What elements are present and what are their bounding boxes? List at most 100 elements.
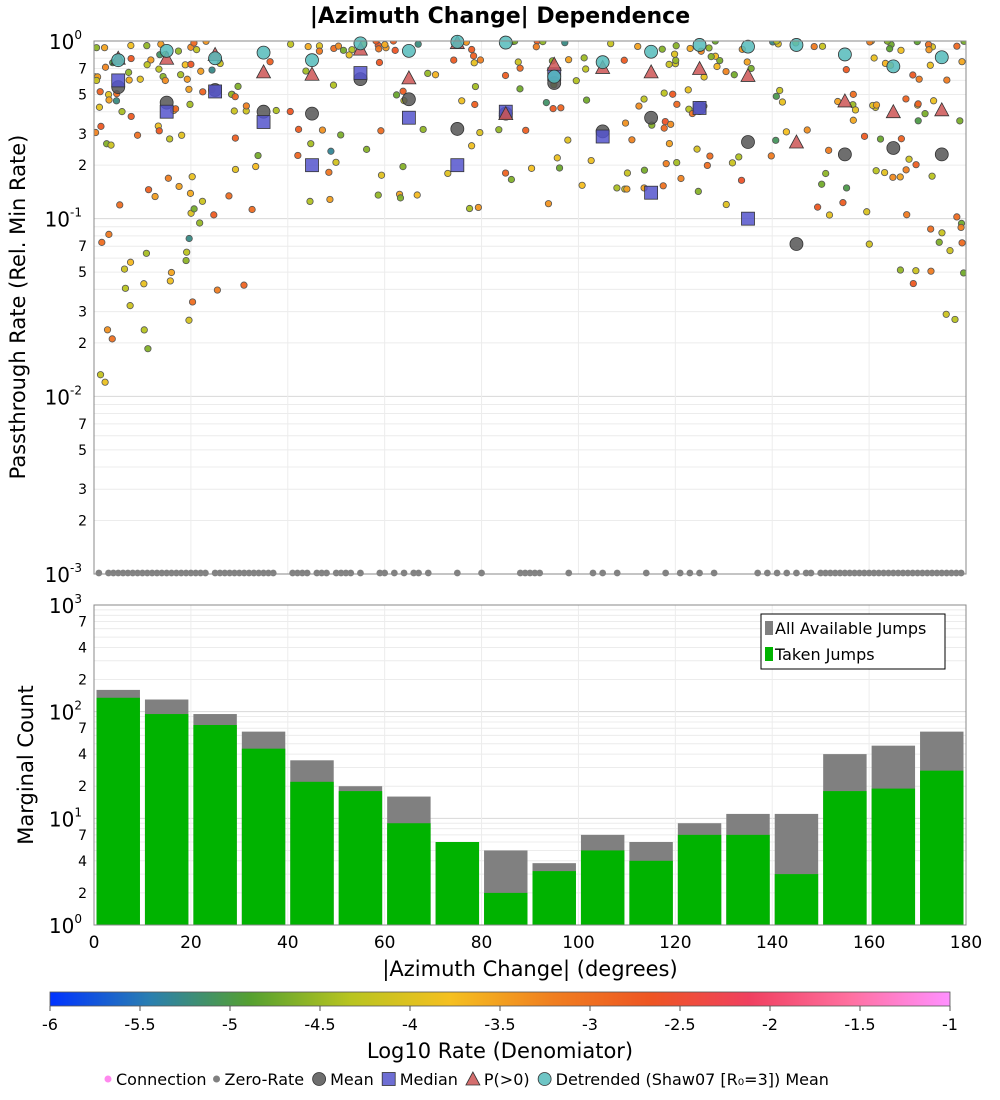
connection-point — [822, 169, 830, 178]
zero-rate-point — [192, 569, 200, 577]
top-plot-area — [94, 41, 966, 574]
connection-point — [468, 142, 476, 150]
colorbar-tick-label: -5 — [222, 1015, 238, 1034]
connection-point — [707, 53, 715, 61]
connection-point — [501, 169, 510, 177]
bar-taken — [338, 791, 383, 925]
connection-point — [142, 249, 151, 257]
colorbar-tick-label: -4 — [402, 1015, 418, 1034]
x-tick-label: 20 — [180, 933, 202, 953]
connection-point — [951, 315, 959, 324]
x-tick-label: 0 — [89, 933, 100, 953]
zero-rate-point — [919, 569, 926, 577]
connection-point — [419, 125, 427, 134]
connection-point — [722, 67, 730, 76]
connection-point — [248, 205, 256, 214]
zero-rate-point — [197, 569, 204, 577]
zero-rate-point — [589, 569, 597, 577]
connection-point — [694, 187, 702, 196]
connection-point — [953, 42, 961, 50]
connection-point — [118, 108, 126, 116]
bar-taken — [193, 724, 237, 925]
zero-rate-point — [885, 569, 892, 577]
zero-rate-point — [216, 569, 224, 577]
connection-point — [325, 168, 333, 176]
zero-rate-point — [143, 569, 151, 577]
colorbar-tick-label: -2.5 — [664, 1015, 695, 1034]
connection-point — [374, 191, 382, 199]
connection-point — [587, 156, 595, 165]
connection-point — [105, 96, 113, 104]
zero-rate-point — [202, 569, 209, 577]
connection-point — [413, 191, 421, 199]
zero-rate-point — [119, 569, 127, 577]
connection-point — [728, 159, 737, 167]
connection-point — [399, 87, 407, 95]
bar-taken — [241, 748, 286, 925]
detrended-mean-point — [741, 39, 755, 54]
zero-rate-point — [952, 569, 960, 577]
connection-point — [516, 64, 524, 72]
median-point — [692, 101, 707, 115]
connection-point — [876, 135, 885, 143]
connection-point — [177, 71, 185, 79]
mean-point — [934, 147, 949, 162]
median-point — [353, 66, 368, 80]
zero-rate-point — [211, 569, 219, 577]
top-y-minor-tick-label: 3 — [78, 305, 87, 321]
legend-label: Median — [400, 1070, 458, 1089]
median-point — [595, 129, 610, 144]
zero-rate-point — [303, 569, 311, 577]
bottom-y-ticks: 2 4 7 2 4 7 2 4 7 100 101 102 103 — [49, 592, 87, 938]
connection-point — [881, 168, 889, 177]
connection-point — [294, 125, 303, 133]
median-point — [159, 104, 174, 119]
top-y-minor-tick-label: 3 — [78, 127, 87, 143]
connection-point — [865, 240, 873, 248]
p-positive-point — [643, 64, 659, 79]
connection-point — [818, 180, 826, 188]
connection-point — [140, 326, 148, 334]
main-legend: Connection Zero-Rate Mean Median P(>0) Detren… — [104, 1070, 829, 1089]
connection-point — [659, 182, 667, 190]
detrended-mean-point — [595, 55, 610, 70]
connection-point — [234, 82, 242, 91]
connection-point — [470, 52, 478, 60]
connection-point — [782, 128, 790, 136]
p-positive-point — [837, 93, 853, 108]
connection-point — [161, 76, 169, 85]
zero-rate-point — [831, 569, 839, 577]
connection-point — [851, 106, 860, 114]
connection-point — [94, 128, 100, 137]
top-y-minor-tick-label: 5 — [78, 443, 87, 459]
connection-point — [722, 200, 730, 209]
top-scatter — [94, 41, 966, 386]
connection-point — [580, 54, 588, 62]
bar-taken — [435, 841, 480, 925]
mean-point — [305, 106, 319, 121]
connection-point — [143, 42, 151, 50]
top-y-minor-tick-label: 7 — [78, 239, 87, 255]
median-point — [111, 73, 126, 88]
zero-rate-point — [943, 569, 951, 577]
colorbar-tick-label: -1 — [942, 1015, 958, 1034]
legend-marker-zero-rate — [213, 1075, 221, 1083]
connection-point — [561, 41, 569, 47]
connection-point — [921, 110, 929, 118]
connection-point — [735, 153, 743, 161]
connection-point — [909, 71, 917, 79]
median-point — [305, 158, 319, 173]
zero-rate-point — [948, 569, 955, 577]
connection-point — [225, 192, 233, 200]
connection-point — [886, 45, 894, 53]
connection-point — [582, 65, 590, 73]
connection-point — [896, 266, 905, 274]
bar-taken — [823, 791, 867, 925]
connection-point — [196, 219, 204, 227]
connection-point — [307, 140, 315, 148]
connection-point — [329, 81, 338, 89]
chart-title: |Azimuth Change| Dependence — [310, 4, 690, 29]
legend-swatch-taken — [765, 647, 773, 661]
x-tick-label: 120 — [659, 933, 691, 953]
zero-rate-point — [899, 569, 907, 577]
